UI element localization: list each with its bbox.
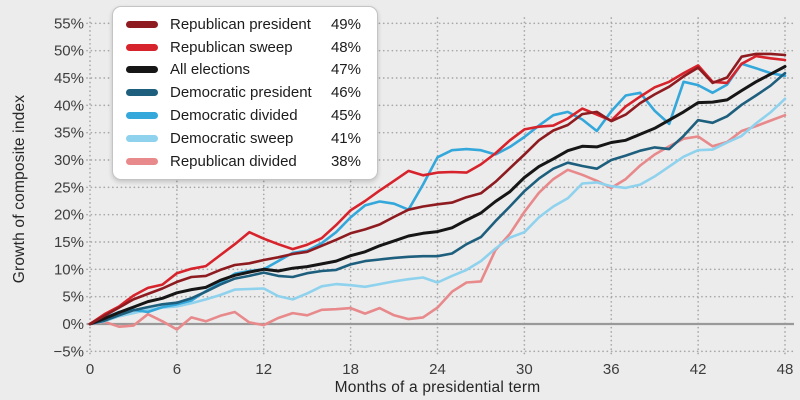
y-tick-label: 25% <box>54 179 84 196</box>
legend-label: Republican divided <box>170 152 297 170</box>
x-tick-label: 42 <box>690 361 707 378</box>
y-tick-label: −5% <box>54 343 84 360</box>
y-tick-label: 40% <box>54 97 84 114</box>
x-tick-label: 18 <box>342 361 359 378</box>
legend-swatch <box>126 20 158 28</box>
legend-item: Democratic divided 45% <box>126 104 361 127</box>
y-tick-label: 45% <box>54 70 84 87</box>
series-line-republican-divided <box>88 113 787 331</box>
legend-label: Democratic sweep <box>170 129 294 147</box>
series-line-all-elections <box>88 65 787 326</box>
y-tick-label: 15% <box>54 234 84 251</box>
y-tick-label: 5% <box>62 289 84 306</box>
x-tick-label: 30 <box>516 361 533 378</box>
legend-value: 46% <box>330 84 361 102</box>
legend-swatch <box>126 157 158 165</box>
x-tick-label: 48 <box>777 361 794 378</box>
x-tick-label: 6 <box>173 361 181 378</box>
legend-item: Democratic sweep 41% <box>126 127 361 150</box>
y-axis-title: Growth of composite index <box>11 94 28 284</box>
y-tick-label: 35% <box>54 125 84 142</box>
y-tick-label: 10% <box>54 261 84 278</box>
y-tick-label: 55% <box>54 15 84 32</box>
legend-item: All elections 47% <box>126 59 361 82</box>
legend-item: Republican divided 38% <box>126 150 361 173</box>
x-tick-label: 36 <box>603 361 620 378</box>
y-tick-label: 20% <box>54 207 84 224</box>
series-line-republican-sweep <box>88 54 787 326</box>
legend-label: Democratic president <box>170 84 312 102</box>
y-tick-label: 30% <box>54 152 84 169</box>
x-tick-label: 24 <box>429 361 446 378</box>
y-tick-label: 0% <box>62 316 84 333</box>
legend-label: All elections <box>170 61 251 79</box>
x-tick-label: 12 <box>255 361 272 378</box>
legend-value: 47% <box>330 61 361 79</box>
legend-label: Democratic divided <box>170 107 298 125</box>
legend-item: Republican president 49% <box>126 13 361 36</box>
series-line-democratic-president <box>88 71 787 326</box>
legend-value: 38% <box>330 152 361 170</box>
chart-legend: Republican president 49% Republican sweep 4… <box>112 6 378 180</box>
legend-item: Democratic president 46% <box>126 81 361 104</box>
series-line-republican-president <box>88 52 787 326</box>
y-tick-label: 50% <box>54 43 84 60</box>
series-line-democratic-sweep <box>88 97 787 326</box>
legend-value: 49% <box>330 15 361 33</box>
legend-value: 41% <box>330 129 361 147</box>
legend-item: Republican sweep 48% <box>126 36 361 59</box>
legend-swatch <box>126 89 158 97</box>
legend-swatch <box>126 66 158 74</box>
legend-label: Republican sweep <box>170 38 293 56</box>
legend-swatch <box>126 134 158 142</box>
x-axis-title: Months of a presidential term <box>334 379 541 396</box>
legend-swatch <box>126 112 158 120</box>
legend-value: 45% <box>330 107 361 125</box>
legend-value: 48% <box>330 38 361 56</box>
legend-label: Republican president <box>170 15 311 33</box>
legend-swatch <box>126 43 158 51</box>
x-tick-label: 0 <box>86 361 94 378</box>
